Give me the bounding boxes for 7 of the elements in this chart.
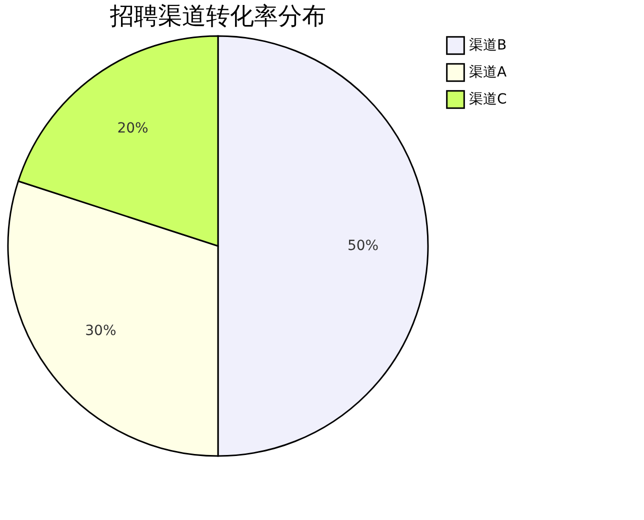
legend-label: 渠道C <box>469 92 507 108</box>
data-label: 50% <box>347 238 379 254</box>
data-label: 30% <box>85 323 116 340</box>
legend-label: 渠道B <box>469 38 507 54</box>
data-label: 20% <box>117 120 148 137</box>
chart-title: 招聘渠道转化率分布 <box>109 2 326 30</box>
legend-label: 渠道A <box>469 64 507 80</box>
